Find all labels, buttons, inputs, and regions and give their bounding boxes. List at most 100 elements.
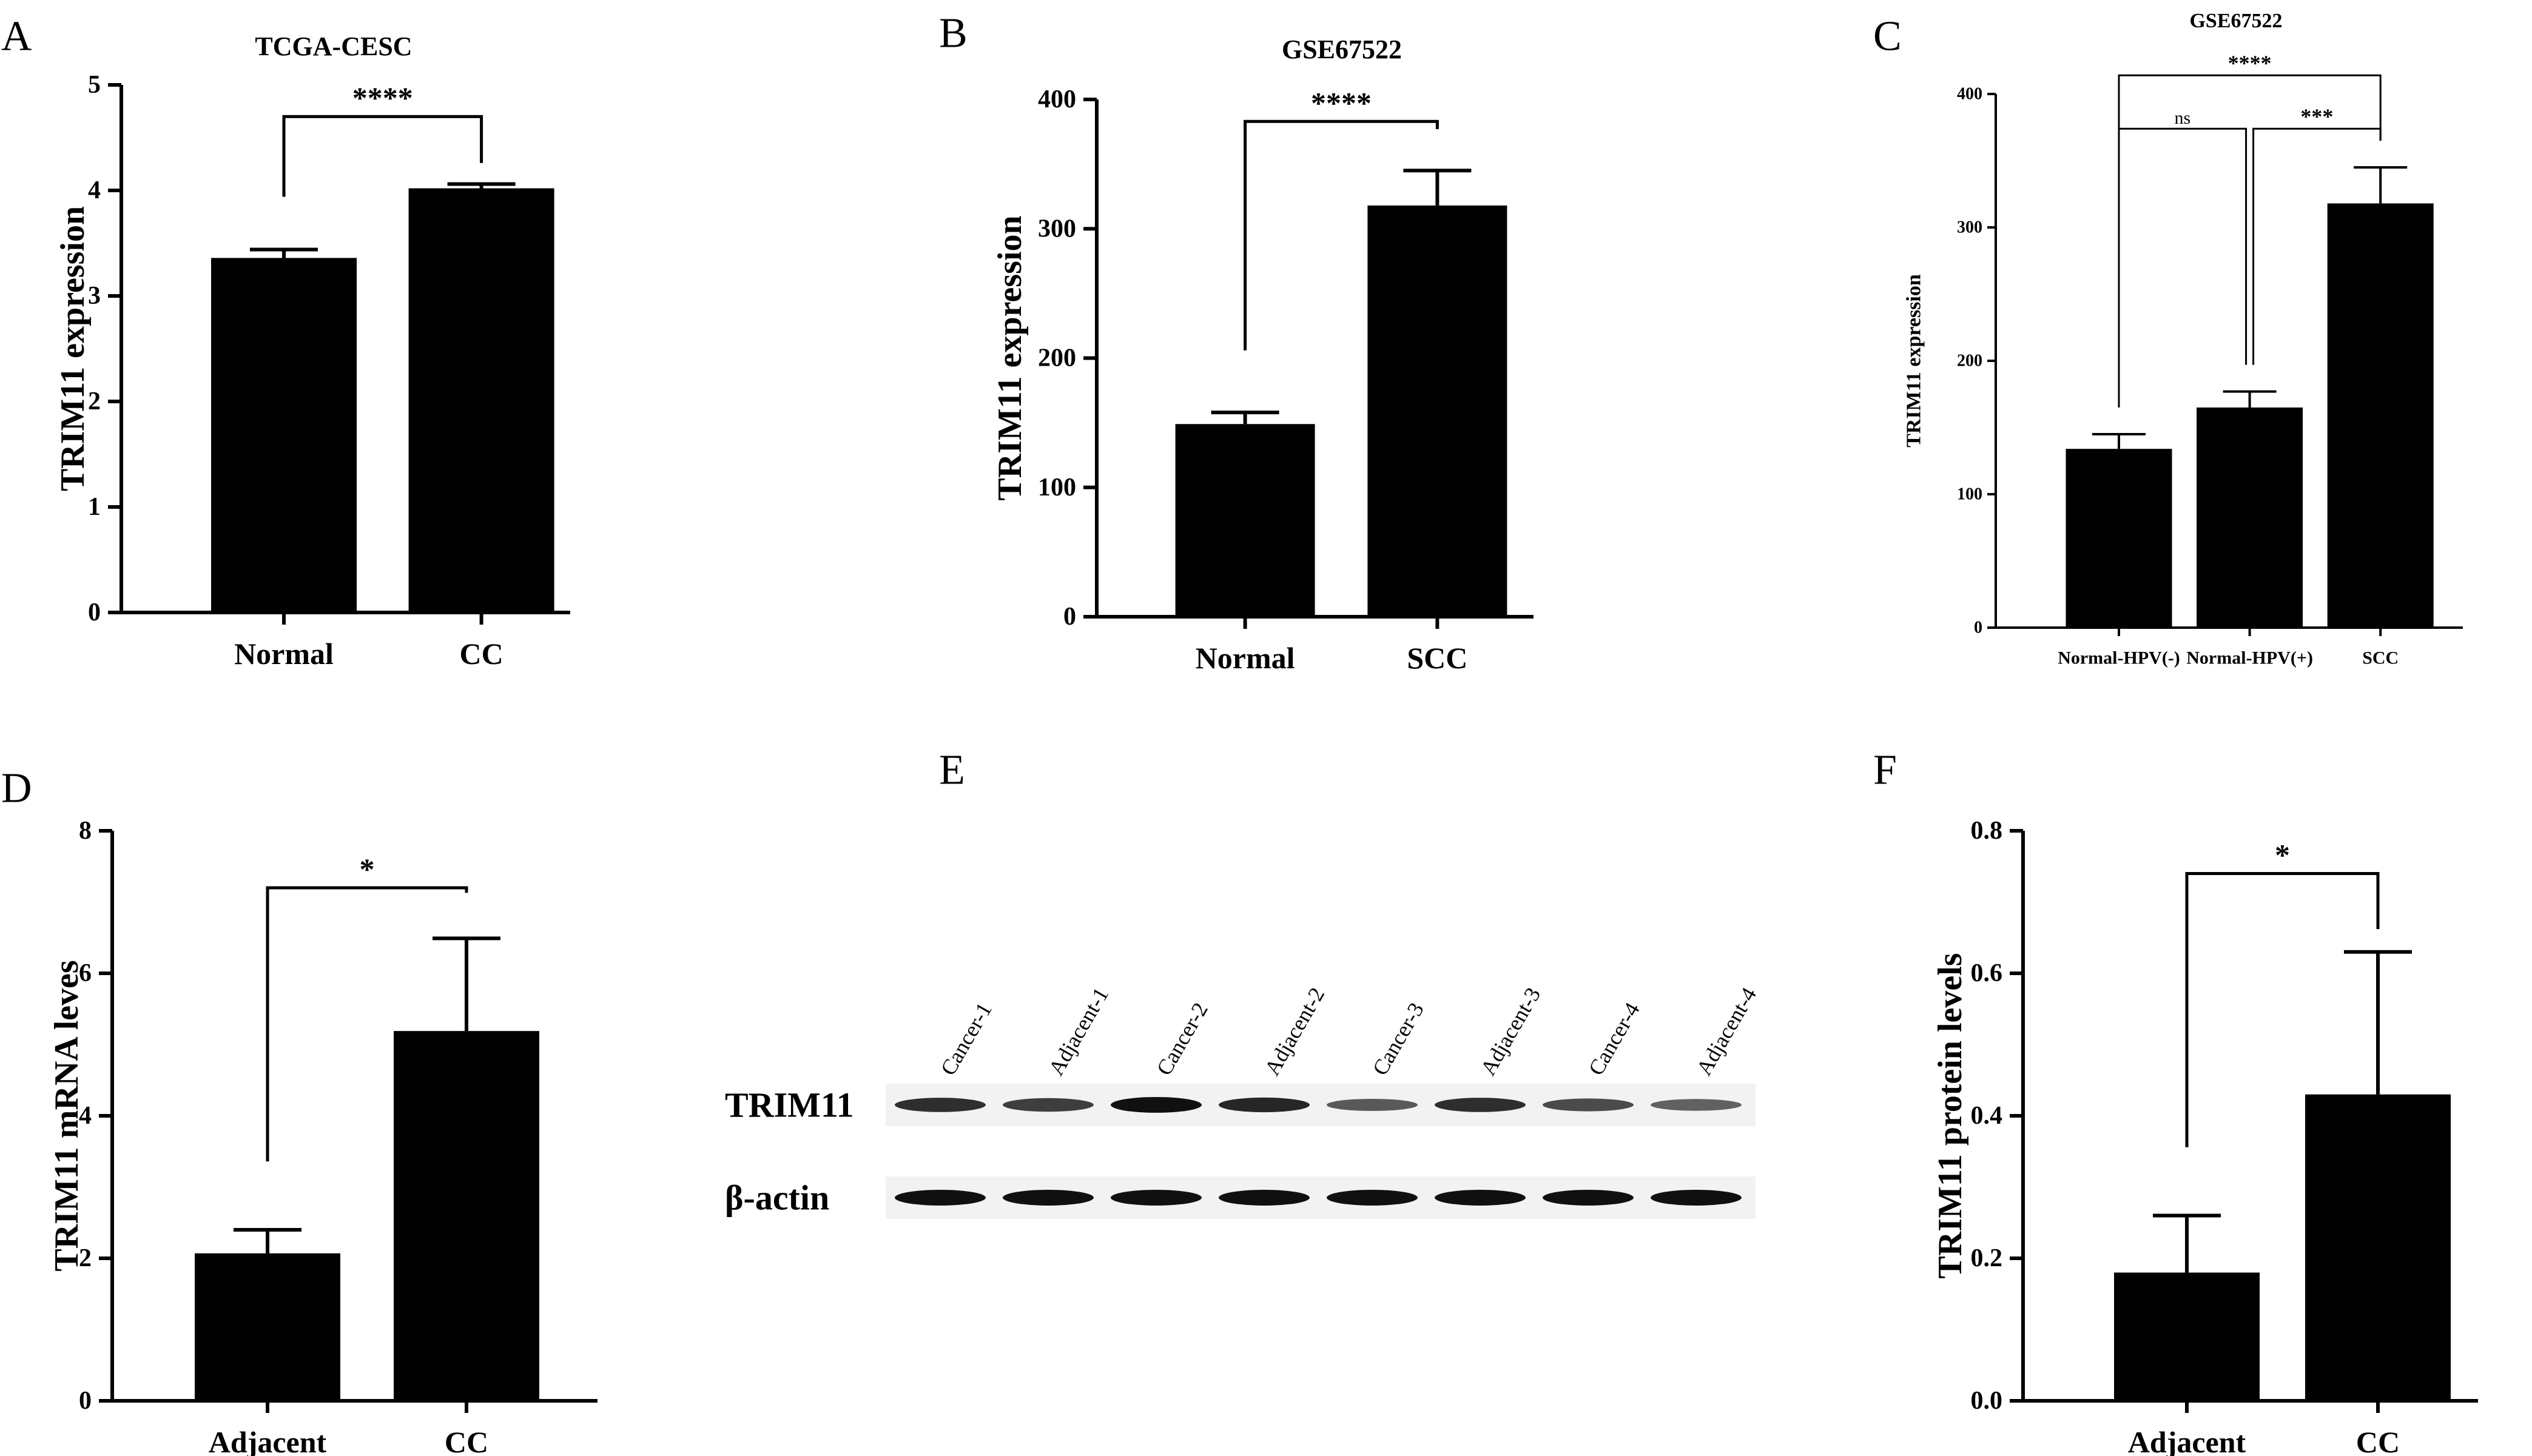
y-tick-label: 300	[1957, 218, 1982, 237]
y-tick-label: 4	[79, 1102, 92, 1130]
chart-title: GSE67522	[2189, 10, 2282, 32]
blot-band	[1327, 1099, 1418, 1111]
x-category-label: Adjacent	[209, 1425, 327, 1456]
significance-bracket	[2185, 872, 2380, 1147]
y-axis-label: TRIM11 expression	[991, 215, 1029, 500]
y-tick-label: 1	[88, 493, 101, 521]
y-tick-label: 0	[1974, 619, 1982, 637]
x-category-label: Normal-HPV(-)	[2058, 648, 2180, 668]
blot-band	[895, 1190, 986, 1206]
x-category-label: Adjacent	[2128, 1425, 2246, 1456]
y-tick-label: 400	[1957, 85, 1982, 104]
y-tick-label: 200	[1038, 344, 1076, 372]
blot-band	[1543, 1098, 1634, 1112]
panel-letters: A B C D E F	[1, 10, 1902, 812]
blot-band	[1435, 1098, 1526, 1112]
y-tick-label: 0.0	[1971, 1387, 2003, 1415]
blot-band	[1219, 1190, 1310, 1206]
panel-letter-b: B	[939, 10, 968, 57]
y-axis-label: TRIM11 protein levels	[1931, 953, 1969, 1278]
x-category-label: Normal-HPV(+)	[2186, 648, 2313, 668]
panel-letter-d: D	[1, 765, 32, 812]
significance-label: *	[360, 852, 375, 886]
bar-scc	[2327, 203, 2434, 628]
x-category-label: CC	[2356, 1425, 2400, 1456]
blot-band	[1435, 1190, 1526, 1206]
significance-label: *	[2275, 838, 2290, 872]
significance-bracket	[1244, 119, 1439, 351]
blot-band	[895, 1098, 986, 1112]
bar-adjacent	[2114, 1272, 2260, 1401]
y-tick-label: 0	[79, 1387, 92, 1415]
x-category-label: Normal	[1196, 641, 1295, 675]
y-tick-label: 0.6	[1971, 959, 2003, 987]
significance-label: ****	[1311, 86, 1372, 119]
panel-letter-a: A	[1, 13, 32, 60]
y-tick-label: 0.4	[1971, 1102, 2003, 1130]
y-axis-label: TRIM11 expression	[1903, 274, 1925, 448]
significance-bracket	[266, 886, 468, 1162]
bar-normal	[211, 258, 357, 612]
y-tick-label: 6	[79, 959, 92, 987]
blot-band	[1219, 1097, 1310, 1113]
panel-letter-c: C	[1873, 13, 1902, 60]
panel-letter-f: F	[1873, 747, 1897, 794]
y-tick-label: 2	[88, 387, 101, 415]
y-tick-label: 5	[88, 71, 101, 99]
blot-band	[1327, 1190, 1418, 1206]
x-category-label: Normal	[234, 637, 334, 671]
chart-panel-b: GSE67522 0 100 200 300 400 TRIM11 expression No…	[991, 35, 1534, 675]
y-axis-label: TRIM11 expression	[54, 206, 92, 491]
y-tick-label: 0.2	[1971, 1244, 2003, 1272]
bar-cc	[408, 188, 554, 612]
blot-band	[1111, 1097, 1202, 1113]
blot-band	[1003, 1190, 1094, 1206]
x-category-label: CC	[445, 1425, 488, 1456]
panel-letter-e: E	[939, 747, 965, 794]
blot-row-label: TRIM11	[725, 1085, 854, 1125]
chart-panel-d: 0 2 4 6 8 TRIM11 mRNA leves Adjacent CC *	[48, 817, 598, 1456]
significance-label: ***	[2300, 104, 2333, 129]
chart-panel-f: 0.0 0.2 0.4 0.6 0.8 TRIM11 protein levels Adja…	[1931, 817, 2478, 1456]
blot-row-label: β-actin	[725, 1178, 829, 1218]
bar-cc	[2305, 1094, 2451, 1401]
y-tick-label: 400	[1038, 86, 1076, 113]
bar-normal-hpv	[2066, 449, 2172, 628]
bar-adjacent	[195, 1253, 340, 1401]
x-category-label: CC	[459, 637, 503, 671]
blot-band	[1651, 1099, 1742, 1111]
significance-label: ns	[2174, 108, 2190, 128]
y-tick-label: 3	[88, 282, 101, 310]
y-axis-label: TRIM11 mRNA leves	[48, 960, 86, 1271]
x-category-label: SCC	[1407, 641, 1467, 675]
significance-bracket	[282, 115, 483, 197]
y-tick-label: 2	[79, 1244, 92, 1272]
y-tick-label: 100	[1038, 474, 1076, 502]
significance-label: ****	[352, 81, 413, 115]
y-tick-label: 8	[79, 817, 92, 845]
bar-cc	[394, 1031, 539, 1401]
significance-label: ****	[2228, 51, 2272, 75]
bar-normal-hpv	[2197, 408, 2303, 628]
y-tick-label: 100	[1957, 485, 1982, 504]
bar-normal	[1175, 424, 1315, 617]
blot-band	[1543, 1190, 1634, 1206]
y-tick-label: 0	[88, 599, 101, 626]
significance-bracket	[2118, 74, 2382, 408]
chart-title: GSE67522	[1282, 35, 1402, 64]
x-category-label: SCC	[2362, 648, 2399, 668]
y-tick-label: 0.8	[1971, 817, 2003, 845]
bar-scc	[1367, 205, 1507, 617]
y-tick-label: 0	[1063, 603, 1076, 631]
blot-band	[1003, 1098, 1094, 1112]
y-tick-label: 300	[1038, 215, 1076, 243]
chart-panel-a: TCGA-CESC 0 1 2 3 4 5 TRIM11 expression Normal CC…	[54, 32, 570, 671]
y-tick-label: 200	[1957, 352, 1982, 371]
chart-panel-c: GSE67522 0 100 200 300 400 TRIM11 expression No…	[1903, 10, 2463, 668]
chart-title: TCGA-CESC	[255, 32, 412, 61]
y-tick-label: 4	[88, 176, 101, 204]
blot-band	[1651, 1190, 1742, 1206]
